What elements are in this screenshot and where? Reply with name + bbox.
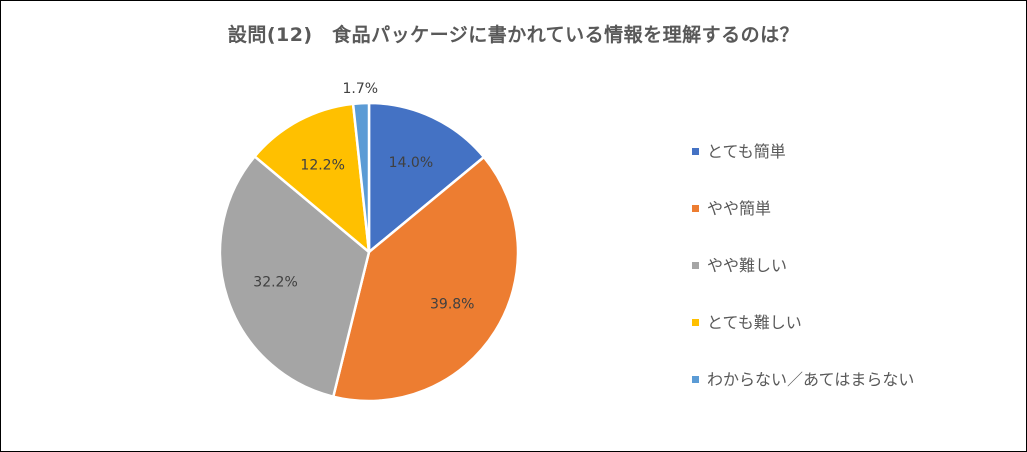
legend-label: とても簡単 [707, 142, 786, 161]
legend-swatch [692, 319, 699, 326]
legend-swatch [692, 376, 699, 383]
chart-title: 設問(12) 食品パッケージに書かれている情報を理解するのは？ [227, 24, 800, 46]
pie-slices [218, 101, 520, 403]
pie-slice-1 [367, 101, 486, 254]
legend-label: とても難しい [707, 313, 802, 332]
pie-slice-2 [332, 155, 520, 403]
pie-slice-3 [218, 155, 371, 398]
data-labels: 14.0% 39.8% 32.2% 12.2% 1.7% [253, 81, 474, 312]
data-label-1: 14.0% [389, 155, 433, 171]
legend-swatch [692, 205, 699, 212]
legend-swatch [692, 262, 699, 269]
data-label-3: 32.2% [253, 275, 297, 291]
legend-label: わからない／あてはまらない [707, 370, 915, 389]
data-label-2: 39.8% [430, 296, 474, 312]
data-label-4: 12.2% [300, 157, 344, 173]
data-label-5: 1.7% [343, 81, 379, 97]
pie-slice-5 [351, 101, 371, 254]
legend-label: やや簡単 [707, 199, 772, 218]
legend-label: やや難しい [707, 256, 788, 275]
legend-swatch [692, 148, 699, 155]
pie-slice-4 [253, 102, 371, 254]
